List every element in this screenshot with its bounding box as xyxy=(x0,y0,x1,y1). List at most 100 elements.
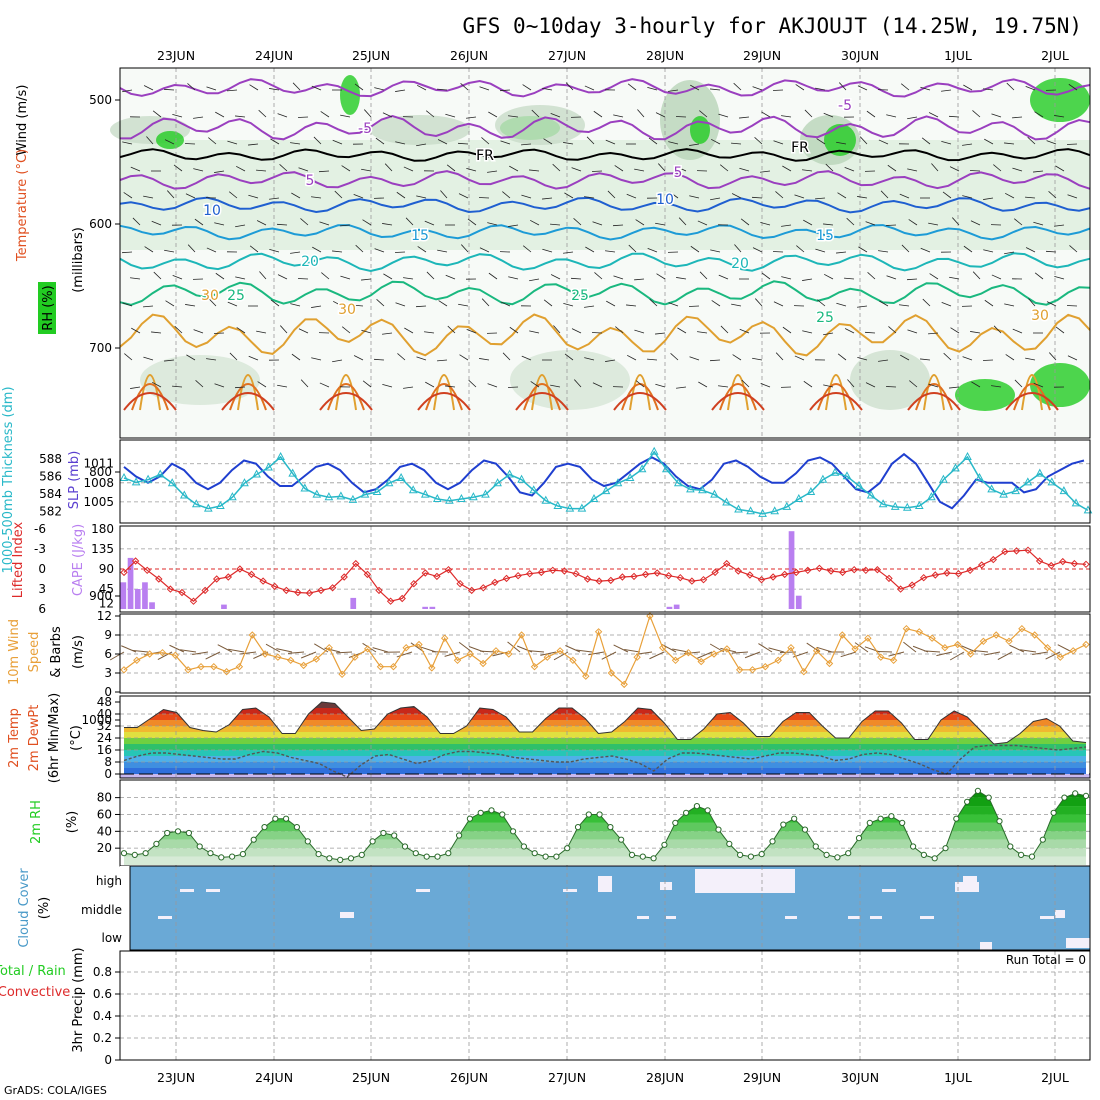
wind-barb xyxy=(550,274,561,280)
wind-barb xyxy=(228,648,245,653)
wind-barb xyxy=(543,299,553,307)
wind-barb xyxy=(280,325,288,334)
axis-label-lifted: Lifted Index xyxy=(11,521,26,598)
thickness-point xyxy=(878,499,888,508)
wind-barb xyxy=(751,196,763,199)
panel-background xyxy=(120,440,1090,523)
wind-barb xyxy=(921,137,931,145)
cloud-patch xyxy=(848,916,860,919)
cape-bar xyxy=(350,597,357,609)
wind-barb xyxy=(997,651,1013,660)
rh-point xyxy=(326,855,333,862)
axis-label-speed: Speed xyxy=(27,632,42,673)
wind-barb xyxy=(844,167,855,172)
thickness-point xyxy=(505,469,514,478)
rh-point xyxy=(369,838,376,845)
lifted-index-point xyxy=(977,561,986,569)
wind-barb xyxy=(256,220,267,226)
lifted-index-point xyxy=(653,569,661,577)
wind-barb xyxy=(130,386,141,389)
thickness-point xyxy=(1071,498,1081,507)
wind-barb xyxy=(689,143,700,146)
rh-point xyxy=(304,838,311,845)
isotherm-label: 30 xyxy=(338,302,356,318)
wind-barb xyxy=(1020,649,1037,653)
wind-speed-point xyxy=(864,634,872,642)
lifted-index-point xyxy=(896,585,905,593)
y-tick-label: 40 xyxy=(97,824,112,838)
cape-bar xyxy=(149,602,155,609)
wind-speed-point xyxy=(299,661,308,670)
thickness-point xyxy=(348,494,358,503)
lifted-index-point xyxy=(699,575,708,584)
thickness-point xyxy=(131,477,141,486)
wind-barb xyxy=(509,165,519,172)
lifted-tick-label: -6 xyxy=(34,522,46,536)
rh-point xyxy=(974,787,982,795)
wind-barb xyxy=(374,248,385,253)
wind-barb xyxy=(565,645,581,653)
rh-point xyxy=(553,853,560,860)
wind-barb xyxy=(699,271,708,280)
wind-barb xyxy=(1048,191,1057,199)
wind-barb xyxy=(500,301,511,307)
wind-barb xyxy=(332,139,343,145)
isotherm-warm xyxy=(817,383,855,411)
y-tick-label: 800 xyxy=(89,465,112,479)
wind-speed-point xyxy=(735,666,744,674)
wind-barb xyxy=(772,251,784,253)
wind-barb xyxy=(836,251,847,254)
thickness-tick-label: 584 xyxy=(39,487,62,501)
wind-barb xyxy=(174,325,183,334)
wind-barb xyxy=(731,142,742,145)
temp-band xyxy=(124,756,1086,762)
cloud-patch xyxy=(1040,916,1054,919)
wind-barb xyxy=(836,302,847,307)
wind-barb xyxy=(781,224,792,227)
wind-barb xyxy=(1033,382,1044,388)
axis-label-2m-rh: 2m RH xyxy=(29,800,44,844)
wind-speed-point xyxy=(325,643,333,652)
wind-barb xyxy=(394,251,406,253)
wind-barb xyxy=(122,302,133,307)
axis-label-minmax: (6hr Min/Max) xyxy=(47,693,62,783)
axis-label-rh-pct: (%) xyxy=(65,811,80,834)
wind-barb xyxy=(552,163,561,172)
cloud-patch xyxy=(955,882,979,892)
wind-barb xyxy=(445,385,456,388)
isotherm-warm xyxy=(523,383,561,411)
rh-point xyxy=(596,811,603,818)
wind-speed-point xyxy=(120,666,128,674)
wind-speed-point xyxy=(492,647,500,655)
lifted-index-point xyxy=(120,568,128,577)
cloud-patch xyxy=(882,889,896,892)
lifted-index-point xyxy=(421,569,430,577)
wind-barb xyxy=(815,248,826,253)
wind-barb xyxy=(669,191,679,199)
legend-convective: Convective xyxy=(0,985,70,1000)
lifted-index-point xyxy=(664,571,673,580)
wind-barb xyxy=(971,381,981,388)
wind-barb xyxy=(332,359,343,363)
rh-shading xyxy=(824,124,856,156)
wind-barb xyxy=(424,331,435,334)
thickness-point xyxy=(312,489,322,498)
wind-barb xyxy=(290,142,301,145)
wind-barb xyxy=(397,353,406,361)
y-tick-label: 0 xyxy=(104,1053,112,1067)
wind-barb xyxy=(846,217,855,226)
wind-barb xyxy=(931,163,939,172)
isotherm-warm xyxy=(711,392,765,411)
cape-tick-label: 180 xyxy=(91,522,114,536)
rh-point xyxy=(910,843,917,850)
wind-barb xyxy=(529,169,540,172)
wind-speed-point xyxy=(376,662,385,671)
isotherm-warm xyxy=(907,392,961,411)
thickness-point xyxy=(396,472,406,481)
wind-barb xyxy=(613,275,624,280)
thickness-point xyxy=(927,492,936,501)
wind-barb xyxy=(793,143,805,146)
lifted-index-point xyxy=(873,565,882,574)
wind-barb xyxy=(353,194,364,199)
panel-border xyxy=(129,865,1091,951)
